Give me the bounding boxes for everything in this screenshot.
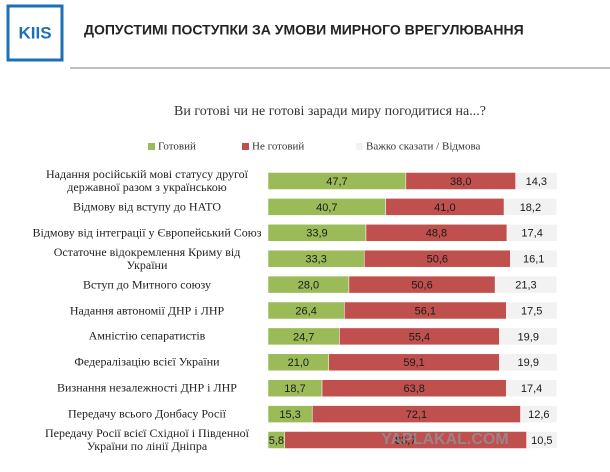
category-label: Вступ до Митного союзу [82,277,212,292]
data-label: 15,3 [279,409,300,421]
bar-segment [499,353,558,372]
data-label: 33,3 [305,254,326,266]
data-label: 28,0 [298,280,319,292]
data-label: 24,7 [293,331,314,343]
legend-swatch [356,143,363,150]
data-label: 21,0 [288,357,309,369]
bar-segment [510,249,558,268]
legend-swatch [148,143,155,150]
data-label: 56,1 [415,305,436,317]
legend-label: Не готовий [252,141,304,153]
data-label: 17,4 [521,228,542,240]
data-label: 17,4 [521,383,542,395]
bar-segment [506,224,558,242]
data-label: 59,1 [403,357,424,369]
bar-segment [515,172,558,190]
data-label: 38,0 [450,176,471,188]
data-label: 18,2 [520,202,541,214]
data-label: 50,6 [411,280,432,292]
bar-segment [526,431,558,449]
data-label: 19,9 [518,331,539,343]
data-label: 33,9 [306,228,327,240]
data-label: 10,5 [531,435,552,447]
data-label: 16,1 [523,254,544,266]
data-label: 26,4 [295,305,316,317]
category-label: Передачу Росії всієї Східної і Південної… [44,426,250,453]
data-label: 47,7 [326,176,347,188]
page-title: ДОПУСТИМІ ПОСТУПКИ ЗА УМОВИ МИРНОГО ВРЕГ… [84,22,524,38]
category-label: Надання автономії ДНР і ЛНР [69,303,225,317]
logo-frame [6,4,64,62]
bar-segment [503,198,557,216]
data-label: 48,8 [426,228,447,240]
data-label: 12,6 [528,409,549,421]
category-label: Передачу всього Донбасу Росії [67,406,227,421]
data-label: 63,8 [404,383,425,395]
category-label: Федералізацію всієї України [74,354,220,369]
watermark: YAPLAKAL.COM [381,431,508,448]
legend-label: Готовий [158,141,196,153]
category-label: Остаточне відокремлення Криму від Україн… [53,244,241,272]
data-label: 21,3 [515,280,536,292]
category-label: Визнання незалежності ДНР і ЛНР [57,380,237,395]
data-label: 41,0 [434,202,455,214]
chart-title: Ви готові чи не готові заради миру погод… [174,104,486,119]
category-label: Надання російській мові статусу другої д… [45,167,249,194]
data-label: 18,7 [284,383,305,395]
data-label: 40,7 [316,202,337,214]
data-label: 72,1 [406,409,427,421]
data-label: 14,3 [526,176,547,188]
data-label: 5,8 [269,435,284,447]
data-label: 17,5 [521,305,542,317]
bar-segment [494,275,557,294]
bar-segment [499,327,558,346]
category-label: Відмову від інтеграції у Європейський Со… [32,225,262,240]
data-label: 50,6 [427,254,448,266]
data-label: 19,9 [518,357,539,369]
data-label: 83,7 [395,435,416,447]
bar-segment [520,405,558,423]
legend-label: Важко сказати / Відмова [366,141,480,153]
logo: KIIS [18,23,51,42]
category-label: Відмову від вступу до НАТО [72,199,222,214]
legend-swatch [242,143,249,150]
bar-segment [506,301,558,320]
category-label: Амністію сепаратистів [88,328,206,343]
data-label: 55,4 [409,331,430,343]
bar-segment [506,379,557,397]
